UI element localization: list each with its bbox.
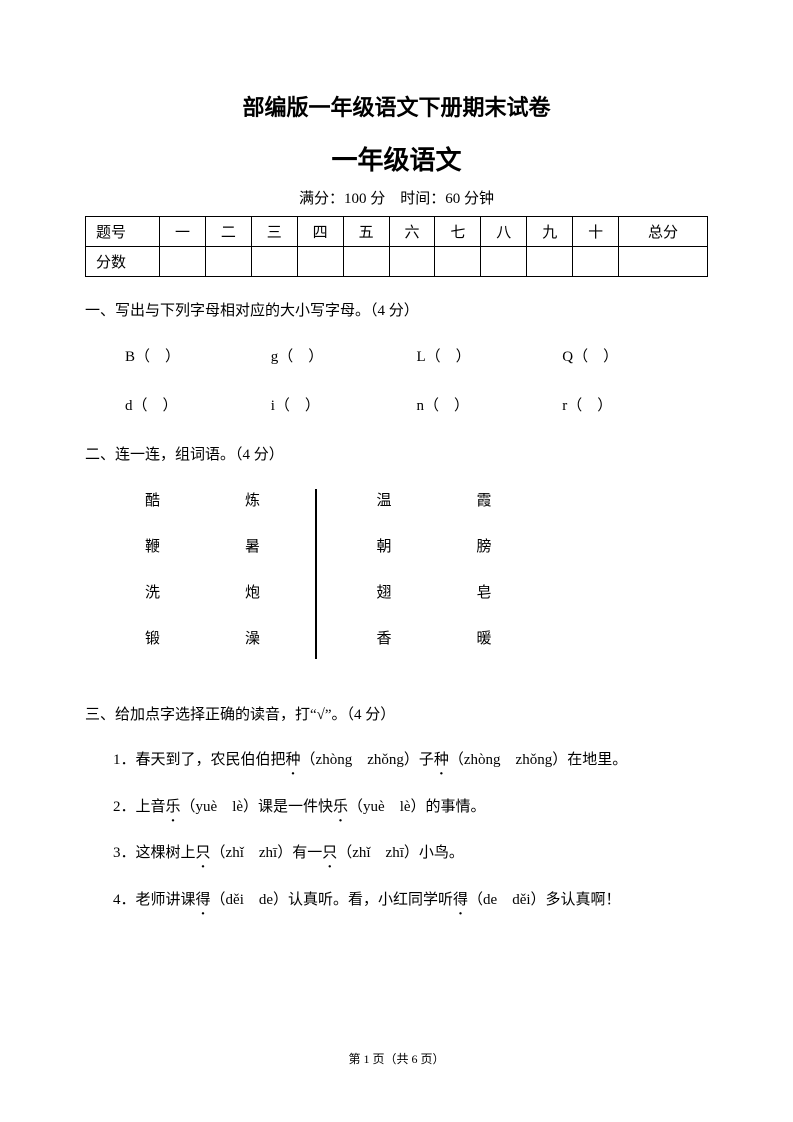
q3-item-2: 2．上音乐（yuè lè）课是一件快乐（yuè lè）的事情。	[85, 796, 708, 819]
q3-text: 老师讲课	[136, 892, 196, 908]
q3-text: （yuè lè）的事情。	[348, 799, 485, 815]
q2-left-col-a: 酷 鞭 洗 锻	[145, 489, 245, 673]
score-col: 一	[160, 217, 206, 247]
q2-char: 翅	[377, 581, 477, 627]
page-footer: 第 1 页（共 6 页）	[0, 1050, 793, 1067]
score-cell	[160, 247, 206, 277]
q2-char: 鞭	[145, 535, 245, 581]
section-2-title: 二、连一连，组词语。（4 分）	[85, 443, 708, 467]
score-cell	[205, 247, 251, 277]
q3-text: （zhǐ zhī）有一	[211, 845, 323, 861]
q2-left-col-b: 炼 暑 炮 澡	[245, 489, 325, 673]
score-cell	[481, 247, 527, 277]
score-cell	[251, 247, 297, 277]
score-col-total: 总分	[619, 217, 708, 247]
score-cell	[573, 247, 619, 277]
q3-text: 上音	[136, 799, 166, 815]
score-cell	[619, 247, 708, 277]
q1-row-2: d（ ） i（ ） n（ ） r（ ）	[85, 394, 708, 415]
q3-num: 1．	[113, 752, 136, 768]
q2-char: 澡	[245, 627, 325, 673]
q2-char: 酷	[145, 489, 245, 535]
q1-item: r（ ）	[562, 394, 708, 415]
q3-text: （zhǐ zhī）小鸟。	[337, 845, 464, 861]
q3-num: 2．	[113, 799, 136, 815]
q2-char: 朝	[377, 535, 477, 581]
score-col: 二	[205, 217, 251, 247]
q1-item: Q（ ）	[562, 345, 708, 366]
q3-text: （de děi）多认真啊！	[468, 892, 620, 908]
q1-item: d（ ）	[125, 394, 271, 415]
q3-dot-char: 种	[286, 749, 301, 772]
q1-row-1: B（ ） g（ ） L（ ） Q（ ）	[85, 345, 708, 366]
title-main: 部编版一年级语文下册期末试卷	[85, 90, 708, 122]
q2-char: 锻	[145, 627, 245, 673]
q1-item: B（ ）	[125, 345, 271, 366]
score-cell	[297, 247, 343, 277]
score-col: 六	[389, 217, 435, 247]
q3-dot-char: 只	[196, 842, 211, 865]
score-col: 四	[297, 217, 343, 247]
title-sub: 一年级语文	[85, 140, 708, 177]
q2-right-col-a: 温 朝 翅 香	[377, 489, 477, 673]
q2-right-col-b: 霞 膀 皂 暖	[477, 489, 537, 673]
score-col: 三	[251, 217, 297, 247]
score-cell	[435, 247, 481, 277]
q3-item-4: 4．老师讲课得（děi de）认真听。看，小红同学听得（de děi）多认真啊！	[85, 889, 708, 912]
q3-item-1: 1．春天到了，农民伯伯把种（zhòng zhǒng）子种（zhòng zhǒng…	[85, 749, 708, 772]
q3-text: 春天到了，农民伯伯把	[136, 752, 286, 768]
q1-item: i（ ）	[271, 394, 417, 415]
info-line: 满分：100 分 时间：60 分钟	[85, 187, 708, 208]
score-label-number: 题号	[86, 217, 160, 247]
score-table-score-row: 分数	[86, 247, 708, 277]
q3-text: 这棵树上	[136, 845, 196, 861]
section-3-title: 三、给加点字选择正确的读音，打“√”。（4 分）	[85, 703, 708, 727]
score-col: 八	[481, 217, 527, 247]
q1-item: L（ ）	[417, 345, 563, 366]
q2-wrapper: 酷 鞭 洗 锻 炼 暑 炮 澡 温 朝 翅 香 霞 膀 皂 暖	[85, 489, 708, 673]
score-label-score: 分数	[86, 247, 160, 277]
q3-dot-char: 只	[322, 842, 337, 865]
q1-item: n（ ）	[417, 394, 563, 415]
q3-dot-char: 种	[434, 749, 449, 772]
q2-char: 皂	[477, 581, 537, 627]
score-table-header-row: 题号 一 二 三 四 五 六 七 八 九 十 总分	[86, 217, 708, 247]
q3-dot-char: 乐	[166, 796, 181, 819]
q3-text: （zhòng zhǒng）在地里。	[449, 752, 627, 768]
q3-num: 4．	[113, 892, 136, 908]
score-col: 七	[435, 217, 481, 247]
q2-char: 洗	[145, 581, 245, 627]
score-col: 九	[527, 217, 573, 247]
q2-char: 霞	[477, 489, 537, 535]
score-col: 五	[343, 217, 389, 247]
q2-char: 暖	[477, 627, 537, 673]
q3-text: （zhòng zhǒng）子	[301, 752, 434, 768]
q2-divider	[315, 489, 317, 659]
q2-char: 暑	[245, 535, 325, 581]
q2-char: 炮	[245, 581, 325, 627]
score-table: 题号 一 二 三 四 五 六 七 八 九 十 总分 分数	[85, 216, 708, 277]
score-cell	[527, 247, 573, 277]
q2-char: 炼	[245, 489, 325, 535]
q3-dot-char: 乐	[333, 796, 348, 819]
q2-char: 膀	[477, 535, 537, 581]
q3-text: （děi de）认真听。看，小红同学听	[211, 892, 453, 908]
q3-text: （yuè lè）课是一件快	[181, 799, 333, 815]
q3-dot-char: 得	[196, 889, 211, 912]
q3-dot-char: 得	[453, 889, 468, 912]
section-1-title: 一、写出与下列字母相对应的大小写字母。（4 分）	[85, 299, 708, 323]
q2-char: 温	[377, 489, 477, 535]
q2-char: 香	[377, 627, 477, 673]
score-cell	[343, 247, 389, 277]
score-cell	[389, 247, 435, 277]
q3-num: 3．	[113, 845, 136, 861]
q1-item: g（ ）	[271, 345, 417, 366]
q3-item-3: 3．这棵树上只（zhǐ zhī）有一只（zhǐ zhī）小鸟。	[85, 842, 708, 865]
score-col: 十	[573, 217, 619, 247]
